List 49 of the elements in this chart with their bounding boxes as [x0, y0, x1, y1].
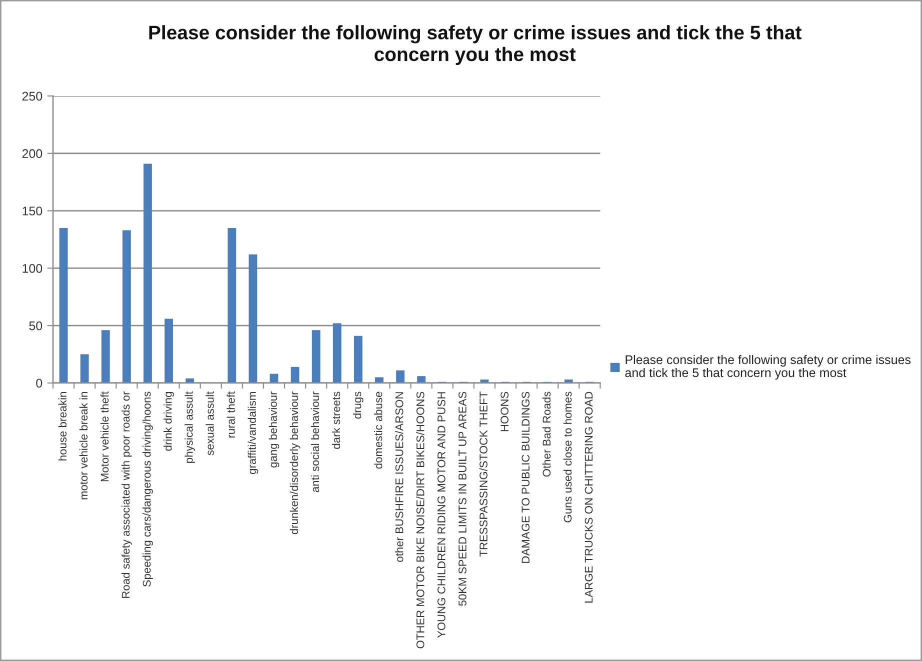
bar — [122, 230, 131, 383]
x-tick-label: drunken/disorderly behaviour — [290, 391, 300, 534]
y-tick-label: 200 — [22, 149, 42, 158]
x-tick-label: TRESSPASSING/STOCK THEFT — [479, 392, 488, 557]
x-tick-label: rural theft — [226, 391, 235, 438]
x-tick-label: house breakin — [58, 392, 67, 460]
x-tick-label: Motor vehicle theft — [100, 391, 109, 482]
x-tick-label: other BUSHFIRE ISSUES/ARSON — [395, 392, 404, 562]
legend-label: Please consider the following safety or crime issues and tick the 5 that concern you the most — [625, 354, 911, 380]
bar — [164, 318, 173, 383]
y-tick-label: 250 — [22, 92, 42, 101]
x-tick-label: dark streets — [332, 392, 340, 449]
x-tick-label: graffiti/vandalism — [248, 392, 258, 474]
x-tick-label: drugs — [353, 392, 364, 419]
x-tick-label: 50KM SPEED LIMITS IN BUILT UP AREAS — [458, 392, 466, 606]
x-tick-label: sexual assult — [206, 391, 214, 456]
y-tick-label: 150 — [22, 206, 42, 216]
bar — [59, 228, 68, 383]
bar — [417, 376, 426, 383]
x-tick-label: Speeding cars/dangerous driving/hoons — [142, 392, 153, 587]
x-tick-label: HOONS — [500, 392, 508, 432]
x-tick-label: Other Bad Roads — [542, 392, 551, 477]
x-tick-label: anti social behaviour — [310, 391, 320, 492]
x-tick-label: drink driving — [164, 392, 174, 451]
bar — [144, 164, 152, 383]
x-tick-label: YOUNG CHILDREN RIDING MOTOR AND PUSH — [437, 392, 446, 638]
x-tick-label: motor vehicle break in — [79, 392, 88, 500]
bar — [354, 336, 362, 383]
x-tick-label: physical assult — [184, 391, 195, 463]
y-tick-label: 50 — [29, 321, 42, 330]
y-tick-label: 0 — [36, 378, 42, 388]
x-tick-label: domestic abuse — [374, 392, 382, 469]
x-tick-label: gang behaviour — [268, 391, 280, 468]
bar — [228, 228, 236, 383]
bar — [248, 254, 258, 383]
x-tick-label: DAMAGE TO PUBLIC BUILDINGS — [522, 392, 530, 563]
bar — [396, 370, 404, 383]
bar — [80, 354, 89, 383]
x-tick-label: Guns used close to homes — [563, 392, 572, 522]
y-tick-label: 100 — [22, 264, 42, 273]
bar — [332, 323, 342, 383]
bar — [312, 330, 320, 383]
x-tick-label: LARGE TRUCKS ON CHITTERING ROAD — [584, 392, 593, 603]
bar — [290, 366, 300, 383]
bar — [101, 330, 110, 383]
x-tick-label: OTHER MOTOR BIKE NOISE/DIRT BIKES/HOONS — [416, 392, 424, 648]
chart-title: Please consider the following safety or crime issues and tick the 5 that concern you the most — [149, 25, 802, 65]
bar — [375, 377, 384, 383]
x-tick-label: Road safety associated with poor roads or — [122, 391, 132, 598]
